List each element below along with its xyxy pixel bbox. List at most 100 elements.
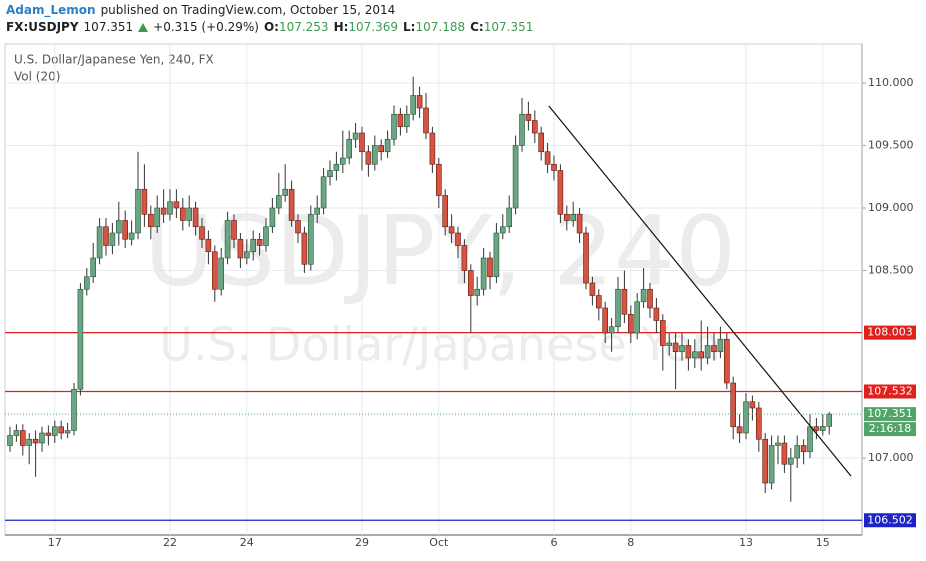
ohlc-key: L: [403,20,416,34]
candle-body [576,213,583,234]
candle-body [704,345,711,359]
candle-body [615,288,621,328]
candle-body [256,238,263,246]
candle-body [531,120,538,134]
candle-body [538,132,545,153]
candle-body [352,132,359,140]
x-tick-label: 22 [163,536,177,549]
candle-body [608,326,615,334]
candle-body [231,220,237,240]
candle-body [589,282,596,296]
last-price: 107.351 [83,20,134,34]
candle-body [621,288,628,315]
candle-body [666,342,673,346]
candle-body [339,157,346,165]
y-tick-label: 109.000 [868,201,914,214]
candle-body [391,113,397,140]
symbol: FX:USDJPY [6,20,79,34]
last-price-box [864,407,916,422]
ohlc-key: H: [333,20,349,34]
candle-body [717,338,724,353]
x-tick-label: 6 [551,536,558,549]
candle-body [333,163,340,171]
candle-body [103,226,109,246]
candle-body [781,442,788,465]
y-tick-label: 108.500 [868,264,914,277]
x-tick-label: 8 [627,536,634,549]
last-price-label: 107.351 [867,407,913,420]
candle-body [128,232,135,240]
candle-body [116,220,122,234]
candle-body [416,95,423,109]
candle-body [563,213,570,221]
candle-body [39,432,45,444]
candle-body [327,170,333,178]
candle-body [275,195,282,209]
candle-body [423,107,429,134]
x-tick-label: 24 [240,536,254,549]
candle-body [45,432,52,436]
candle-body [109,232,116,246]
candle-body [525,113,532,121]
candle-body [653,307,660,321]
candle-body [480,257,487,290]
candle-body [7,435,13,446]
candle-body [307,213,314,265]
x-tick-label: Oct [429,536,449,549]
candle-body [384,138,391,153]
candle-body [467,270,474,296]
candle-body [647,288,653,309]
candle-body [794,445,801,459]
candle-body [371,145,378,165]
candle-body [96,226,103,259]
candle-body [13,430,20,436]
published-text: published on TradingView.com, October 15… [100,3,396,17]
candle-body [826,413,833,427]
candle-body [135,188,141,234]
candle-body [499,226,506,234]
candle-body [212,251,218,290]
candle-body [487,257,493,278]
candle-body [199,226,205,240]
candle-body [544,151,551,165]
candle-body [755,407,762,440]
candle-body [180,207,186,221]
level-label-box [864,513,916,528]
candle-body [723,338,730,384]
author-link[interactable]: Adam_Lemon [6,3,96,17]
candle-body [148,213,154,228]
candle-body [250,238,256,253]
candle-body [461,245,468,271]
candle-body [90,257,96,278]
candle-body [173,201,180,209]
ohlc-key: C: [470,20,484,34]
candle-body [32,438,39,444]
candle-body [685,345,692,359]
candle-body [64,430,71,434]
candle-body [749,401,756,409]
quote-line: FX:USDJPY 107.351 +0.315 (+0.29%) O: 107.… [6,19,533,36]
candle-body [205,238,212,253]
candle-body [519,113,525,146]
candle-body [659,320,666,346]
y-tick-label: 110.000 [868,76,914,89]
candle-body [595,295,602,309]
candle-body [762,438,769,484]
level-label-box [864,384,916,399]
candle-body [736,426,743,434]
candle-body [320,176,327,209]
candle-body [448,226,455,234]
y-tick-label: 107.000 [868,451,914,464]
level-label-box [864,325,916,340]
candle-body [224,220,231,259]
candle-body [346,138,353,159]
legend-title: U.S. Dollar/Japanese Yen, 240, FX [14,53,214,67]
candle-body [71,388,77,431]
candle-body [512,145,519,209]
candle-body [397,113,404,128]
candle-body [775,442,781,446]
candle-body [435,163,442,196]
change: +0.315 (+0.29%) [153,20,259,34]
candle-body [218,257,224,290]
